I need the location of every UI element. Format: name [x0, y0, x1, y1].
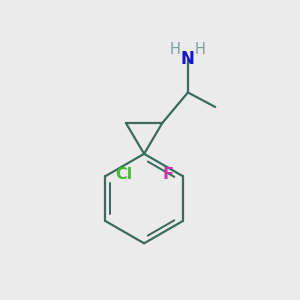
Text: F: F — [162, 167, 173, 182]
Text: H: H — [170, 42, 181, 57]
Text: N: N — [181, 50, 195, 68]
Text: Cl: Cl — [115, 167, 132, 182]
Text: H: H — [195, 42, 206, 57]
